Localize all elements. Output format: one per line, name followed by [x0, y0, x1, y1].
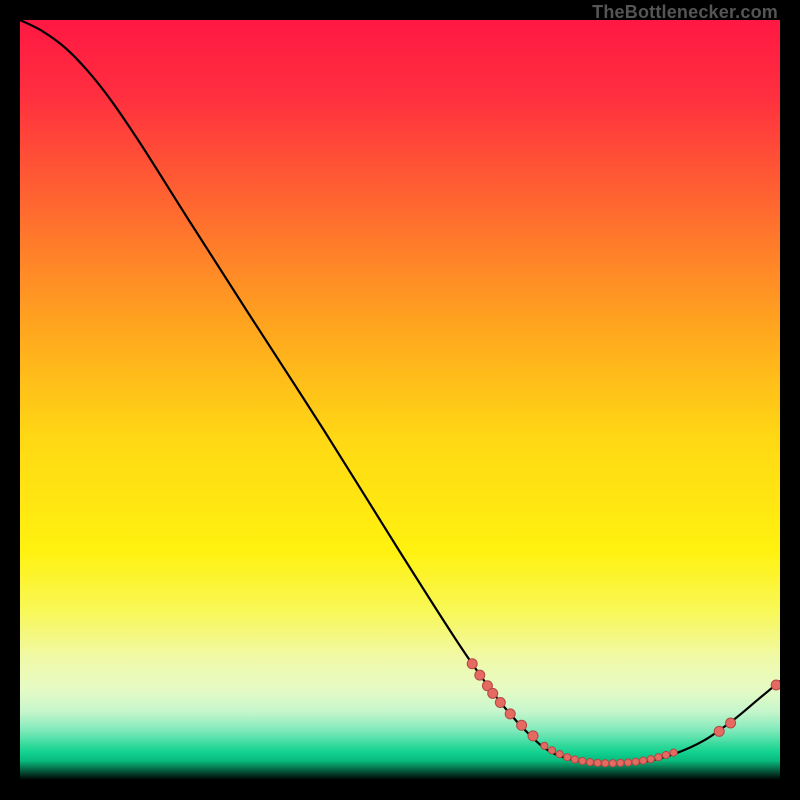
- data-marker: [467, 659, 477, 669]
- data-marker: [714, 726, 724, 736]
- data-marker: [602, 760, 609, 767]
- data-marker: [670, 749, 677, 756]
- data-marker: [541, 742, 548, 749]
- data-marker: [505, 709, 515, 719]
- data-marker: [548, 747, 555, 754]
- data-marker: [617, 759, 624, 766]
- data-marker: [579, 757, 586, 764]
- data-marker: [647, 756, 654, 763]
- data-marker: [594, 759, 601, 766]
- data-marker: [726, 718, 736, 728]
- data-marker: [609, 760, 616, 767]
- attribution-label: TheBottlenecker.com: [592, 2, 778, 23]
- chart-frame: TheBottlenecker.com: [0, 0, 800, 800]
- data-marker: [528, 731, 538, 741]
- data-marker: [586, 759, 593, 766]
- data-marker: [640, 757, 647, 764]
- data-marker: [556, 751, 563, 758]
- plot-area: [20, 20, 780, 780]
- data-marker: [632, 758, 639, 765]
- data-marker: [771, 680, 780, 690]
- data-marker: [662, 751, 669, 758]
- data-marker: [655, 754, 662, 761]
- data-marker: [488, 688, 498, 698]
- data-marker: [624, 759, 631, 766]
- data-marker: [571, 756, 578, 763]
- data-marker: [495, 697, 505, 707]
- data-marker: [517, 720, 527, 730]
- data-marker: [564, 754, 571, 761]
- data-marker: [475, 670, 485, 680]
- plot-svg: [20, 20, 780, 780]
